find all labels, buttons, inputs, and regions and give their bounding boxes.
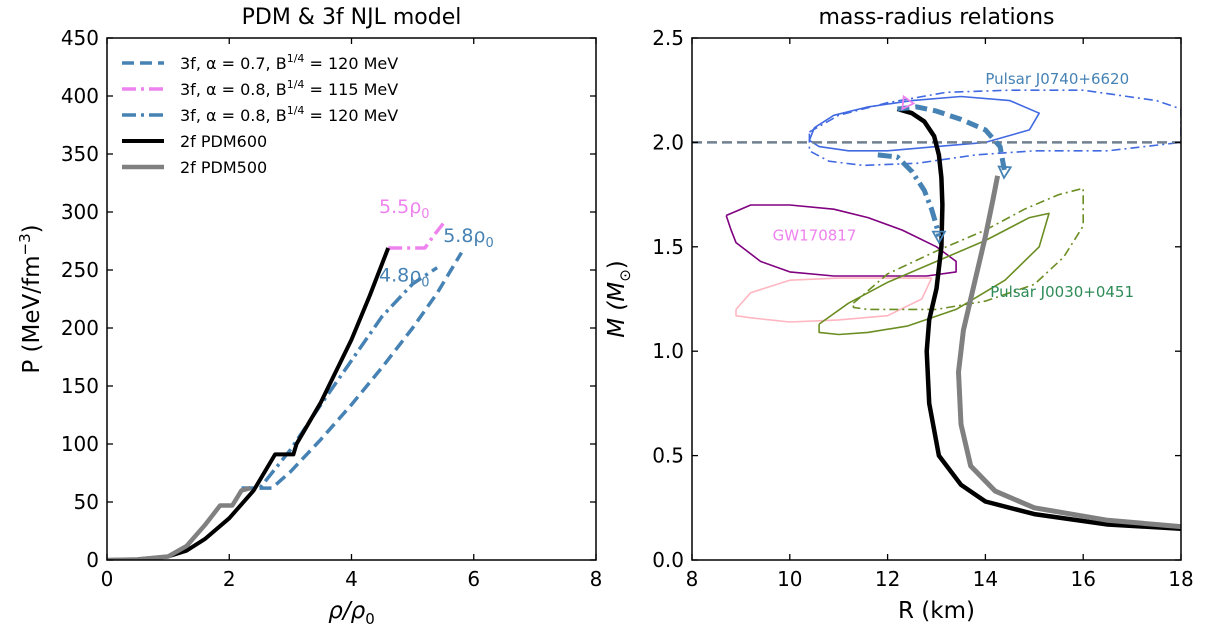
x-tick-label: 18 <box>1168 567 1193 591</box>
x-tick-label: 12 <box>875 567 900 591</box>
series-line <box>107 247 391 560</box>
y-tick-label: 50 <box>74 490 99 514</box>
x-tick-label: 8 <box>686 567 699 591</box>
series-line <box>241 251 463 490</box>
y-tick-label: 350 <box>61 142 99 166</box>
left-y-axis-label-end: ) <box>19 224 45 233</box>
legend-entry: 2f PDM500 <box>180 158 267 177</box>
y-tick-label: 2.0 <box>652 130 684 154</box>
y-tick-label: 250 <box>61 258 99 282</box>
left-panel: 0 2 4 6 8 0 50 100 150 200 250 300 350 400 450 PDM & 3… <box>16 5 602 628</box>
x-tick-label: 14 <box>973 567 998 591</box>
x-tick-label: 10 <box>777 567 802 591</box>
y-tick-label: 1.0 <box>652 339 684 363</box>
y-tick-label: 450 <box>61 26 99 50</box>
x-tick-label: 4 <box>345 567 358 591</box>
right-y-axis-label: M (M⊙) <box>604 260 634 338</box>
left-y-axis-label: P (MeV/fm−3) <box>16 224 45 373</box>
legend-entry: 3f, α = 0.7, B1/4 = 120 MeV <box>180 52 398 73</box>
legend-entry: 3f, α = 0.8, B1/4 = 120 MeV <box>180 104 398 125</box>
y-tick-label: 0.0 <box>652 548 684 572</box>
series-line <box>877 152 942 237</box>
x-tick-label: 0 <box>101 567 114 591</box>
credible-contour <box>808 95 1040 152</box>
credible-contour <box>725 204 957 277</box>
y-tick-label: 200 <box>61 316 99 340</box>
y-tick-label: 100 <box>61 432 99 456</box>
right-y-axis-label-main: M (M <box>604 282 630 338</box>
y-tick-label: 1.5 <box>652 235 684 259</box>
right-x-axis-label: R (km) <box>898 598 975 624</box>
left-legend: 3f, α = 0.7, B1/4 = 120 MeV 3f, α = 0.8, … <box>122 52 398 177</box>
right-panel: 8 10 12 14 16 18 0.0 0.5 1.0 1.5 2.0 2.5 mass-radiu… <box>604 5 1194 624</box>
annotation: Pulsar J0030+0451 <box>990 283 1134 301</box>
right-y-axis-label-end: ) <box>604 260 630 269</box>
annotation: 5.5ρ0 <box>379 196 430 222</box>
left-panel-title: PDM & 3f NJL model <box>242 5 462 30</box>
series-line <box>956 175 1181 530</box>
left-x-axis-label-sub: 0 <box>365 610 375 628</box>
x-tick-label: 6 <box>467 567 480 591</box>
right-axes-frame <box>691 37 1182 561</box>
left-y-axis-label-sup: −3 <box>16 233 34 255</box>
arrow-head <box>997 165 1013 180</box>
x-tick-label: 16 <box>1070 567 1095 591</box>
left-y-axis-label-main: P (MeV/fm <box>19 255 45 373</box>
annotation: Pulsar J0740+6620 <box>985 70 1129 88</box>
series-line <box>388 222 445 250</box>
right-y-axis-label-sub: ⊙ <box>616 269 634 282</box>
x-tick-label: 2 <box>223 567 236 591</box>
series-line <box>241 266 439 490</box>
y-tick-label: 150 <box>61 374 99 398</box>
x-tick-label: 8 <box>590 567 603 591</box>
y-tick-label: 2.5 <box>652 26 684 50</box>
right-panel-title: mass-radius relations <box>818 5 1054 30</box>
y-tick-label: 400 <box>61 84 99 108</box>
credible-contour <box>808 89 1181 167</box>
left-x-axis-label: ρ/ρ0 <box>328 598 375 628</box>
series-line <box>896 106 1181 531</box>
series-line <box>107 485 252 560</box>
y-tick-label: 0 <box>86 548 99 572</box>
left-x-axis-label-main: ρ/ρ <box>328 598 365 624</box>
credible-contour <box>735 277 933 323</box>
credible-contour <box>818 212 1050 336</box>
annotation: GW170817 <box>773 227 857 245</box>
y-tick-label: 0.5 <box>652 444 684 468</box>
annotation: 5.8ρ0 <box>443 225 494 251</box>
arrow-head <box>901 94 916 111</box>
y-tick-label: 300 <box>61 200 99 224</box>
arrow-head <box>931 230 947 245</box>
annotation: 4.8ρ0 <box>379 265 430 291</box>
legend-entry: 2f PDM600 <box>180 132 267 151</box>
legend-entry: 3f, α = 0.8, B1/4 = 115 MeV <box>180 78 398 99</box>
series-line <box>897 104 1008 175</box>
